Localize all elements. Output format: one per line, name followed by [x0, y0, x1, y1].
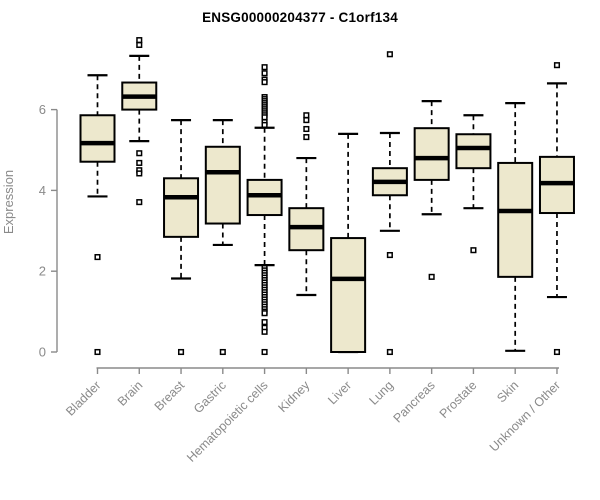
outlier-unknown-other: [553, 348, 561, 356]
x-tick-label: Bladder: [63, 378, 103, 418]
box-prostate: [455, 133, 492, 170]
outlier-kidney: [303, 112, 310, 119]
outlier-brain: [136, 170, 143, 177]
outlier-brain: [136, 41, 143, 49]
outlier-kidney: [303, 117, 310, 124]
box-skin: [497, 161, 534, 278]
y-axis-title: Expression: [1, 169, 16, 235]
x-tick-label: Skin: [494, 378, 521, 405]
outlier-brain: [136, 37, 143, 44]
outlier-lung: [386, 51, 393, 58]
outlier-lung: [386, 251, 393, 259]
outlier-gastric: [219, 348, 226, 356]
outlier-hematopoietic-cells: [261, 319, 268, 326]
outlier-brain: [136, 150, 143, 157]
outlier-bladder: [94, 348, 101, 356]
outlier-bladder: [94, 254, 101, 261]
y-tick-label: 4: [39, 183, 46, 198]
x-tick-label: Brain: [115, 378, 146, 409]
box-liver: [330, 237, 367, 354]
x-tick-label: Hematopoietic cells: [184, 378, 271, 465]
outlier-hematopoietic-cells: [261, 310, 268, 317]
outlier-brain: [136, 199, 143, 206]
y-tick-label: 0: [39, 345, 46, 360]
outlier-prostate: [470, 247, 477, 254]
outlier-breast: [177, 348, 185, 356]
outlier-pancreas: [428, 273, 435, 280]
y-tick-label: 2: [39, 264, 46, 279]
box-pancreas: [413, 127, 450, 181]
x-tick-label: Liver: [325, 378, 354, 407]
box-breast: [163, 177, 200, 238]
outlier-hematopoietic-cells: [261, 64, 268, 71]
outlier-brain: [136, 159, 143, 166]
x-tick-label: Prostate: [437, 378, 480, 421]
outlier-hematopoietic-cells: [261, 79, 268, 86]
box-bladder: [79, 114, 116, 163]
y-tick-label: 6: [39, 102, 46, 117]
box-gastric: [204, 145, 241, 225]
outlier-hematopoietic-cells: [261, 328, 268, 335]
x-tick-label: Unknown / Other: [487, 378, 563, 454]
outlier-kidney: [303, 134, 310, 141]
x-tick-label: Lung: [366, 378, 396, 408]
outlier-kidney: [303, 125, 310, 133]
outlier-hematopoietic-cells: [261, 348, 268, 356]
chart-title: ENSG00000204377 - C1orf134: [202, 10, 398, 25]
outlier-hematopoietic-cells: [261, 70, 268, 77]
x-tick-label: Breast: [152, 378, 188, 414]
x-tick-label: Gastric: [191, 378, 229, 416]
x-tick-label: Kidney: [276, 378, 313, 415]
x-tick-label: Pancreas: [391, 378, 438, 425]
outlier-hematopoietic-cells: [261, 114, 268, 121]
outlier-hematopoietic-cells: [261, 121, 268, 129]
outlier-lung: [386, 348, 393, 356]
outlier-unknown-other: [553, 62, 561, 69]
